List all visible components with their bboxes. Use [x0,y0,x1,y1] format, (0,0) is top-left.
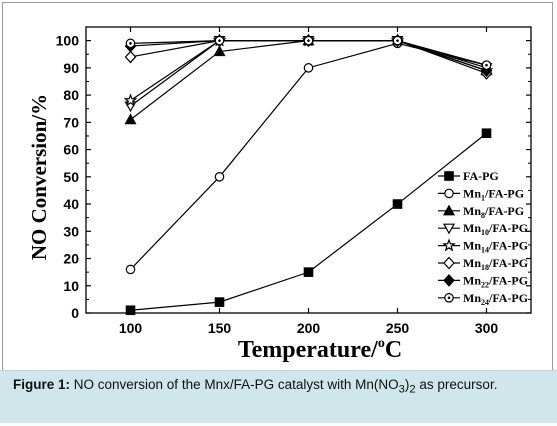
x-tick-label: 150 [208,320,232,336]
data-point [125,305,136,316]
y-tick-label: 90 [63,60,79,76]
legend-marker [443,256,455,270]
y-tick-label: 0 [71,305,79,321]
plot-area: 0 10 20 30 40 50 60 70 80 90 100 100 150 200 250 300 [56,26,532,336]
caption-text-mid: ) [404,377,410,392]
legend-marker-dot [447,296,451,300]
legend-item: Mn18/FA-PG [438,256,528,272]
x-axis-title-unit: C [385,337,402,363]
x-tick-label: 300 [475,320,499,336]
caption-text-after: as precursor. [415,377,498,392]
data-point [123,93,138,107]
legend-label: FA-PG [463,169,499,183]
caption-text-before: NO conversion of the Mnx/FA-PG catalyst … [70,377,399,392]
legend-marker [444,188,454,199]
data-point [303,63,314,73]
data-point [303,267,314,277]
x-tick-label: 250 [386,320,410,336]
series-line [130,42,487,270]
x-tick-label: 100 [119,320,143,336]
legend-marker [443,274,455,287]
legend-marker [442,204,456,216]
data-point [124,50,137,64]
series-layer [123,33,494,316]
legend-label: Mn14/FA-PG [463,239,528,255]
series-8 [125,35,492,70]
series-3 [124,34,493,125]
caption-background [0,370,557,423]
legend-marker [442,238,456,252]
data-point [214,172,225,182]
data-point [214,297,225,307]
y-axis-title: NO Conversion/% [27,94,51,260]
data-point [481,128,492,139]
y-tick-label: 30 [63,223,79,239]
data-point-dot [218,39,221,42]
legend-label: Mn8/FA-PG [463,204,524,220]
legend-item: Mn1/FA-PG [438,186,524,202]
y-tick-label: 100 [56,33,80,49]
legend-label: Mn10/FA-PG [463,221,528,237]
data-point [213,45,226,57]
legend-label: Mn18/FA-PG [463,256,528,272]
series-line [130,132,487,311]
x-tick-label: 200 [297,320,321,336]
legend-item: Mn14/FA-PG [438,238,528,255]
legend-item: Mn8/FA-PG [438,204,524,220]
data-point-dot [307,39,310,42]
legend-item: Mn10/FA-PG [438,221,528,237]
y-tick-label: 20 [63,251,79,267]
legend-item: Mn24/FA-PG [438,291,528,307]
legend-label: Mn1/FA-PG [463,186,524,202]
y-tick-label: 50 [63,169,79,185]
data-point-dot [396,39,399,42]
caption-subscript-2: 2 [409,383,416,396]
y-tick-label: 10 [63,278,79,294]
figure-frame [2,2,553,422]
data-point [124,113,137,125]
x-axis-title-degree: o [378,336,385,351]
caption-label: Figure 1: [13,377,71,392]
data-point-dot [129,42,132,45]
series-2 [125,38,492,275]
y-tick-label: 40 [63,196,79,212]
line-chart: 0 10 20 30 40 50 60 70 80 90 100 100 150 200 250 300 FA… [27,26,532,363]
legend-marker [444,171,454,181]
data-point-dot [485,63,488,67]
figure-caption: Figure 1: NO conversion of the Mnx/FA-PG… [13,376,541,399]
data-point [125,264,136,275]
caption-subscript-1: 3 [398,383,405,396]
x-axis-title-text: Temperature/ [238,337,378,363]
data-point [392,199,403,209]
y-tick-label: 60 [63,142,79,158]
x-axis-title: Temperature/oC [238,336,402,363]
legend-label: Mn24/FA-PG [463,291,528,307]
y-tick-label: 70 [63,114,79,130]
legend-marker [442,223,456,235]
y-tick-label: 80 [63,87,79,103]
series-1 [125,128,492,316]
legend-label: Mn22/FA-PG [463,273,528,289]
legend-item: Mn22/FA-PG [438,273,528,289]
legend-item: FA-PG [438,169,499,183]
